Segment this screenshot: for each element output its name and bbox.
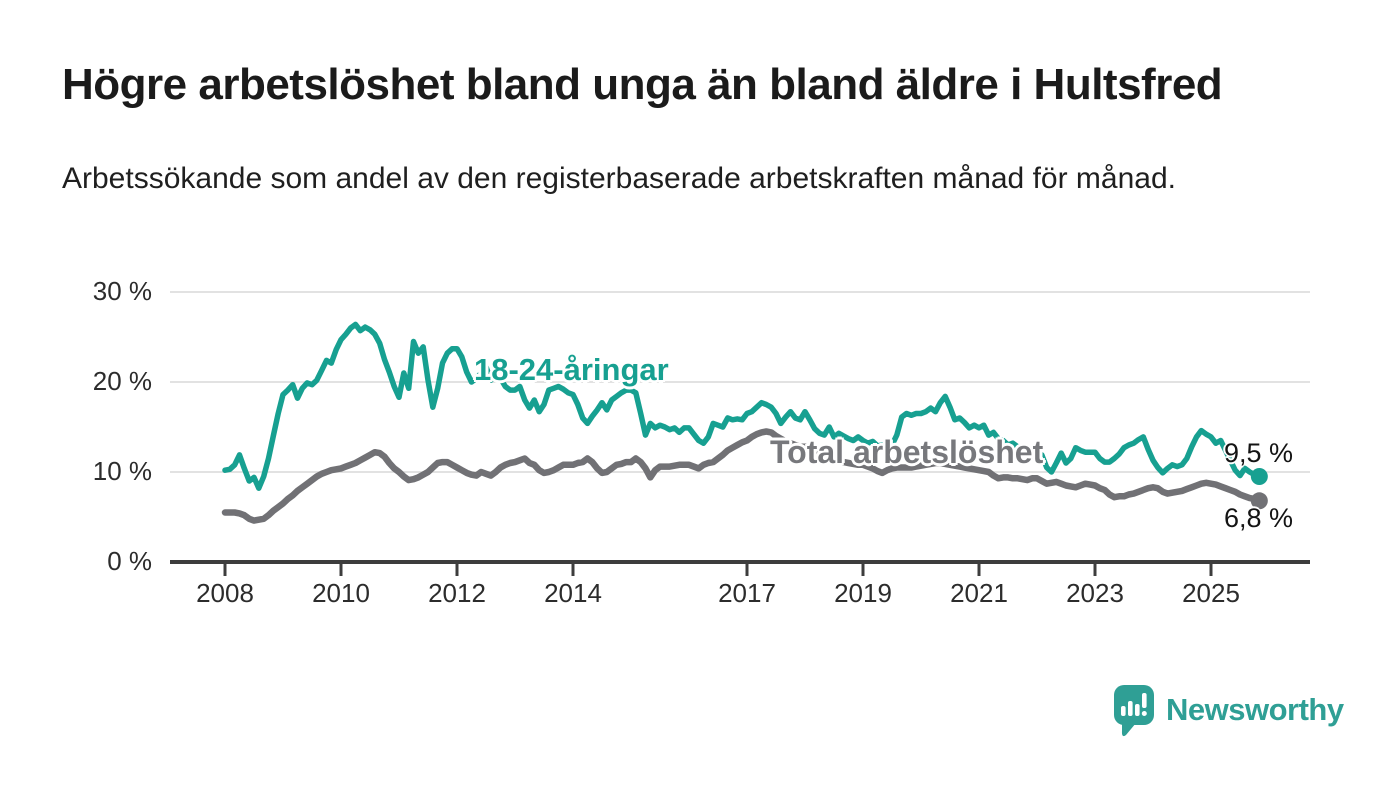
end-value-label-young: 9,5 % [1224, 438, 1294, 468]
newsworthy-logo: Newsworthy [1112, 682, 1344, 738]
end-value-label-total: 6,8 % [1224, 503, 1294, 533]
series-label-young: 18-24-åringar [474, 352, 669, 387]
page-title: Högre arbetslöshet bland unga än bland ä… [62, 60, 1223, 109]
x-axis-label: 2012 [428, 578, 486, 608]
chart-subtitle: Arbetssökande som andel av den registerb… [62, 162, 1176, 195]
x-axis-label: 2014 [544, 578, 602, 608]
x-axis-label: 2010 [312, 578, 370, 608]
x-axis-label: 2021 [950, 578, 1008, 608]
y-axis-label: 30 % [92, 276, 152, 306]
x-axis-label: 2019 [834, 578, 892, 608]
series-label-total: Total arbetslöshet [770, 434, 1044, 470]
y-axis-label: 10 % [92, 456, 152, 486]
y-axis-label: 0 % [107, 546, 152, 576]
x-axis-label: 2023 [1066, 578, 1124, 608]
x-axis-label: 2025 [1182, 578, 1240, 608]
logo-wordmark: Newsworthy [1166, 692, 1344, 727]
line-total [221, 428, 1263, 524]
y-axis-label: 20 % [92, 366, 152, 396]
line-young [222, 321, 1263, 491]
bar-chart-speech-bubble-icon [1114, 685, 1154, 737]
x-axis-label: 2017 [718, 578, 776, 608]
x-axis-label: 2008 [196, 578, 254, 608]
end-dot-young [1250, 468, 1268, 485]
end-dot-total [1250, 492, 1268, 510]
